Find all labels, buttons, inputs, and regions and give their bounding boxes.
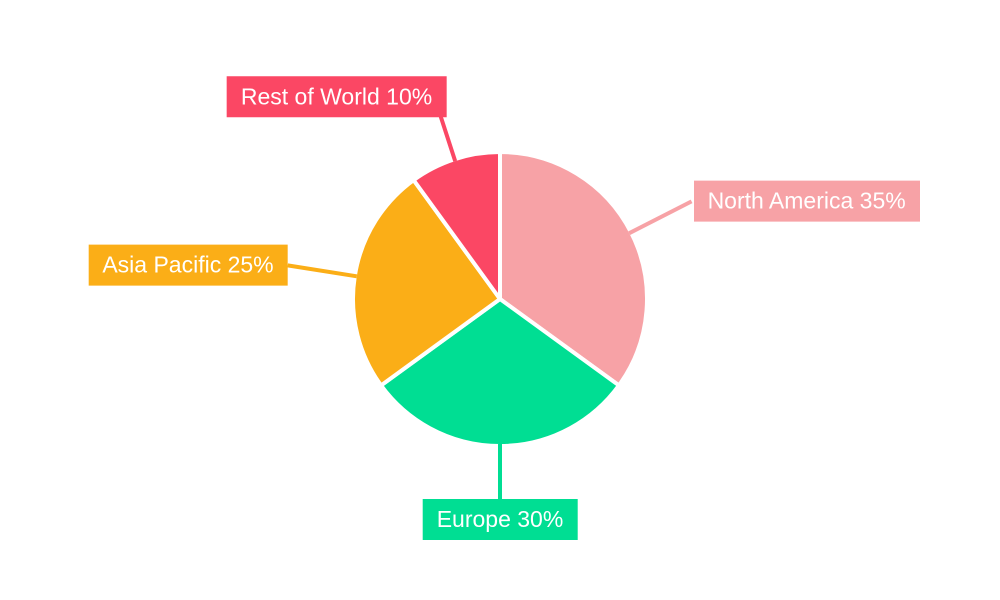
callout-label-north-america: North America 35% [693, 181, 920, 222]
leader-line-north-america [628, 199, 693, 235]
callout-label-europe: Europe 30% [422, 499, 578, 540]
callout-label-asia-pacific: Asia Pacific 25% [88, 244, 288, 286]
leader-line-rest-of-world [436, 108, 458, 162]
callout-label-rest-of-world: Rest of World 10% [226, 76, 447, 117]
leader-line-asia-pacific [287, 263, 358, 279]
